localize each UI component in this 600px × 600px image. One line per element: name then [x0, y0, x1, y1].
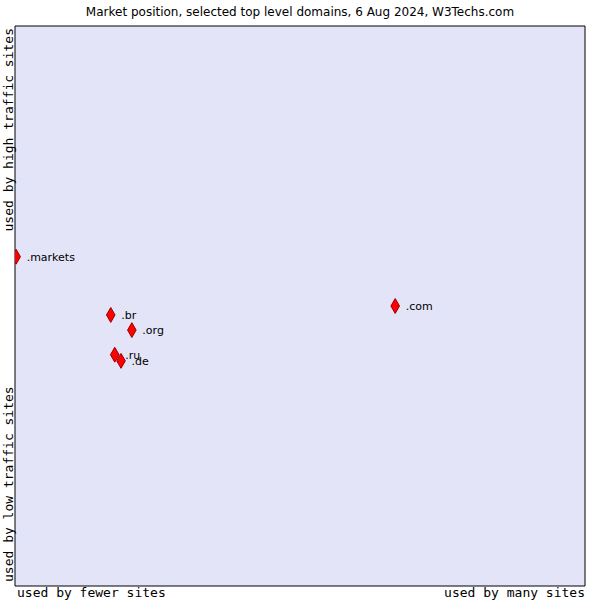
svg-text:.br: .br	[121, 309, 136, 322]
svg-text:.de: .de	[132, 355, 149, 368]
svg-text:used by many sites: used by many sites	[444, 585, 585, 600]
svg-text:Market position, selected top: Market position, selected top level doma…	[86, 5, 514, 19]
svg-text:used by fewer sites: used by fewer sites	[17, 585, 166, 600]
svg-text:.markets: .markets	[27, 251, 76, 264]
svg-text:used by high traffic sites: used by high traffic sites	[8, 28, 16, 232]
svg-text:used by low traffic sites: used by low traffic sites	[8, 386, 16, 582]
svg-text:.org: .org	[142, 324, 164, 337]
svg-text:.com: .com	[406, 300, 433, 313]
